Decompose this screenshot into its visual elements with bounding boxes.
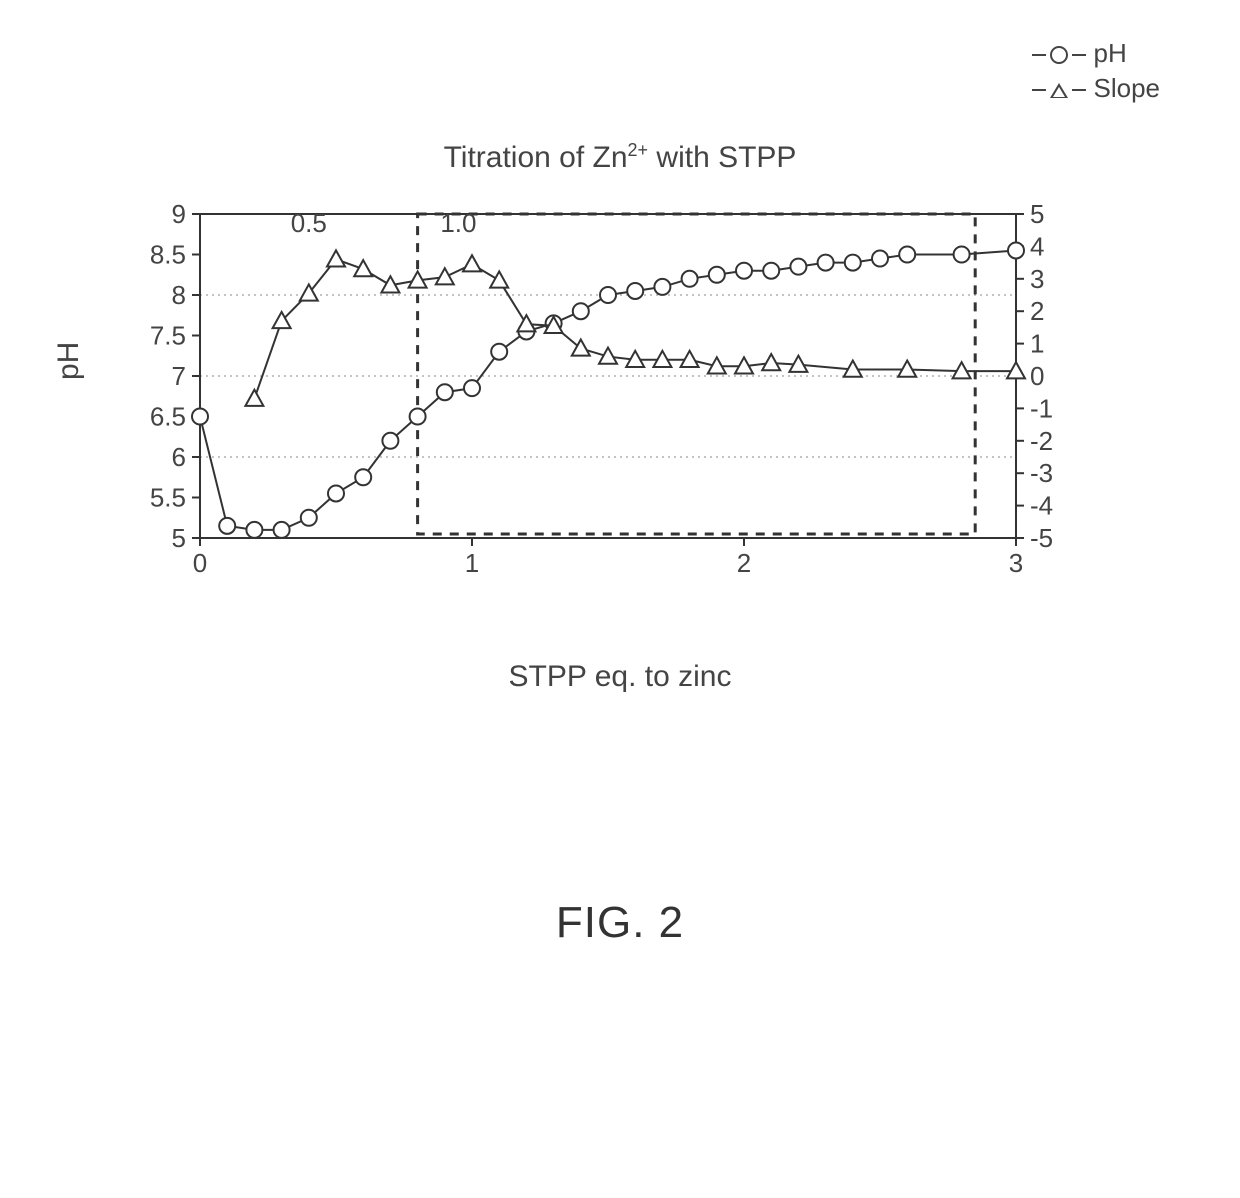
chart-title: Titration of Zn2+ with STPP bbox=[0, 140, 1240, 175]
svg-text:-5: -5 bbox=[1030, 523, 1053, 553]
svg-text:-4: -4 bbox=[1030, 491, 1053, 521]
svg-text:7: 7 bbox=[172, 361, 186, 391]
legend-label: pH bbox=[1094, 38, 1127, 68]
svg-text:7.5: 7.5 bbox=[150, 321, 186, 351]
svg-text:3: 3 bbox=[1009, 548, 1023, 578]
svg-text:1: 1 bbox=[1030, 329, 1044, 359]
legend-item-ph: pH bbox=[1032, 38, 1160, 69]
svg-text:5: 5 bbox=[1030, 200, 1044, 229]
svg-text:0.5: 0.5 bbox=[291, 208, 327, 238]
figure-page: pH Slope Titration of Zn2+ with STPP pH … bbox=[0, 0, 1240, 1198]
x-axis-label: STPP eq. to zinc bbox=[0, 660, 1240, 694]
svg-text:-3: -3 bbox=[1030, 458, 1053, 488]
triangle-icon bbox=[1050, 83, 1068, 98]
svg-text:-2: -2 bbox=[1030, 426, 1053, 456]
svg-text:8.5: 8.5 bbox=[150, 240, 186, 270]
y-axis-label-left: pH bbox=[52, 342, 86, 380]
svg-text:5: 5 bbox=[172, 523, 186, 553]
svg-text:0: 0 bbox=[193, 548, 207, 578]
svg-text:2: 2 bbox=[1030, 296, 1044, 326]
svg-text:0: 0 bbox=[1030, 361, 1044, 391]
svg-text:5.5: 5.5 bbox=[150, 483, 186, 513]
legend-item-slope: Slope bbox=[1032, 73, 1160, 104]
svg-text:8: 8 bbox=[172, 280, 186, 310]
svg-text:1.0: 1.0 bbox=[440, 208, 476, 238]
svg-text:6.5: 6.5 bbox=[150, 402, 186, 432]
svg-text:3: 3 bbox=[1030, 264, 1044, 294]
figure-caption: FIG. 2 bbox=[0, 898, 1240, 948]
circle-icon bbox=[1050, 46, 1068, 64]
legend-label: Slope bbox=[1094, 73, 1161, 103]
svg-text:9: 9 bbox=[172, 200, 186, 229]
svg-text:4: 4 bbox=[1030, 231, 1044, 261]
svg-text:2: 2 bbox=[737, 548, 751, 578]
legend: pH Slope bbox=[1032, 38, 1160, 108]
svg-text:1: 1 bbox=[465, 548, 479, 578]
svg-text:6: 6 bbox=[172, 442, 186, 472]
svg-text:-1: -1 bbox=[1030, 393, 1053, 423]
plot-area: 012355.566.577.588.59-5-4-3-2-10123450.5… bbox=[130, 200, 1072, 594]
chart-svg: 012355.566.577.588.59-5-4-3-2-10123450.5… bbox=[130, 200, 1072, 594]
